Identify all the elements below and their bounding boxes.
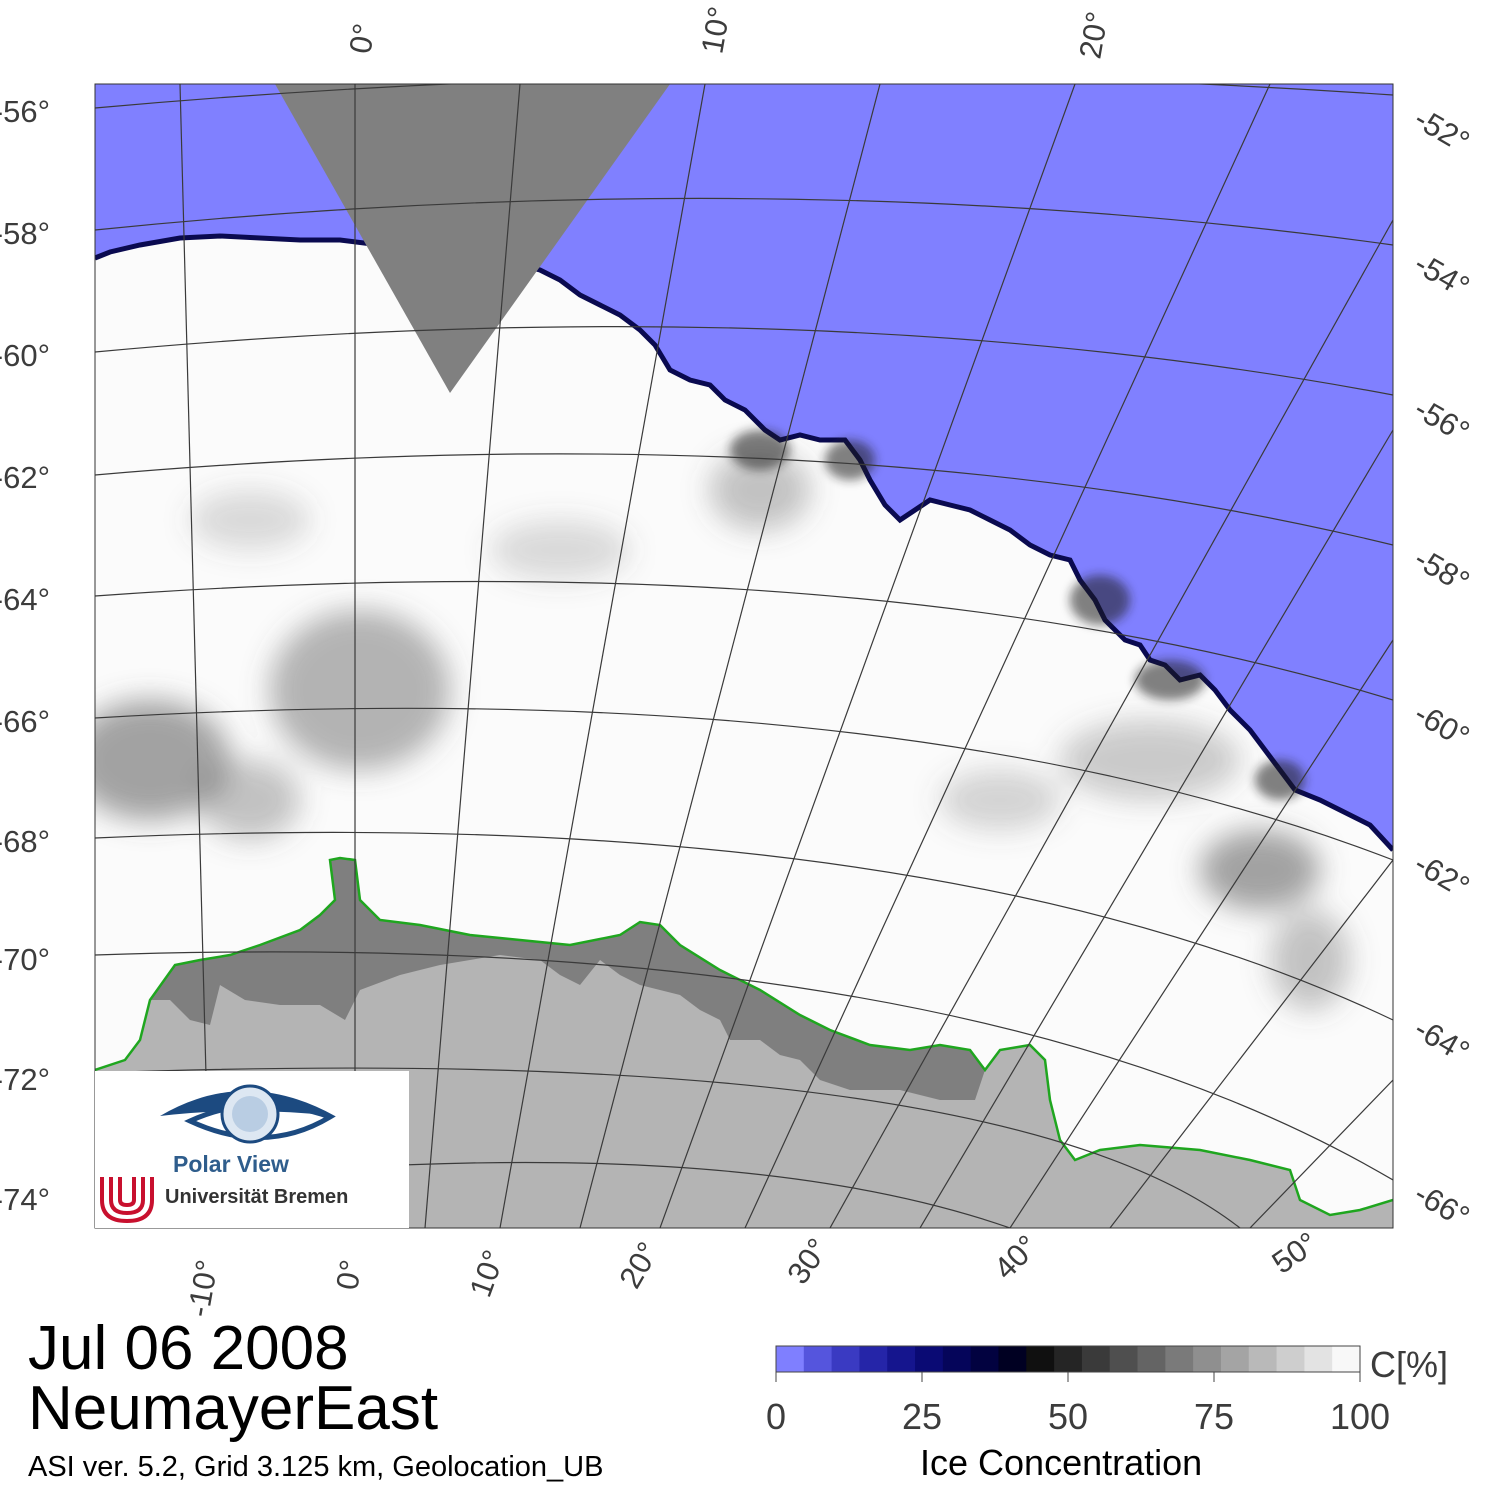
colorbar-tick-label: 100 [1329,1396,1391,1437]
right-lat-label: -52° [1409,101,1476,160]
map-date: Jul 06 2008 [28,1314,349,1383]
left-lat-label: -58° [0,216,50,251]
colorbar-swatch [1165,1346,1194,1372]
low-concentration-patches [95,450,1350,1010]
left-lat-label: -66° [0,704,50,739]
open-water [95,84,1393,850]
colorbar-swatch [776,1346,805,1372]
colorbar-ticks [775,1372,1361,1382]
bottom-lon-label: 50° [1266,1225,1324,1281]
left-lat-label: -68° [0,824,50,859]
colorbar-swatch [1109,1346,1139,1372]
bottom-lon-label: 0° [329,1257,369,1292]
colorbar-swatch [859,1346,888,1372]
graticule [95,84,1393,1228]
colorbar-unit: C[%] [1370,1344,1449,1385]
colorbar-title: Ice Concentration [920,1442,1203,1483]
left-lat-label: -62° [0,460,50,495]
processing-info: ASI ver. 5.2, Grid 3.125 km, Geolocation… [28,1451,604,1483]
right-latitude-labels: -52° -54° -56° -58° -60° -62° -64° -66° [1409,101,1476,1235]
left-lat-label: -60° [0,338,50,373]
colorbar-swatch [1137,1346,1166,1372]
university-emblem-icon [100,1177,154,1224]
top-longitude-labels: 0° 10° 20° [342,4,1115,61]
right-lat-label: -62° [1409,846,1476,905]
right-lat-label: -58° [1409,541,1476,600]
left-lat-label: -70° [0,942,50,977]
bottom-lon-label: 10° [463,1245,512,1301]
left-lat-label: -56° [0,94,50,129]
colorbar-tick-label: 75 [1193,1396,1235,1437]
colorbar-tick-label: 25 [901,1396,943,1437]
colorbar-swatch [942,1346,972,1372]
right-lat-label: -64° [1409,1011,1476,1070]
colorbar-tick-label: 0 [765,1396,787,1437]
left-lat-label: -64° [0,582,50,617]
eye-icon [160,1084,336,1144]
left-lat-label: -72° [0,1062,50,1097]
colorbar-swatch [1193,1346,1222,1372]
colorbar-swatch [1081,1346,1111,1372]
colorbar-swatch [1304,1346,1333,1372]
bottom-lon-label: -10° [180,1257,224,1319]
top-lon-label: 0° [342,21,382,56]
left-latitude-labels: -56° -58° -60° -62° -64° -66° -68° -70° … [0,94,50,1217]
colorbar-swatch [1054,1346,1083,1372]
colorbar-swatch [1220,1346,1250,1372]
right-lat-label: -54° [1409,246,1476,305]
top-lon-label: 20° [1072,9,1115,61]
colorbar-swatch [1026,1346,1055,1372]
logo-name: Polar View [173,1151,289,1177]
right-lat-label: -56° [1409,391,1476,450]
colorbar-swatch [998,1346,1027,1372]
no-data-wedge [275,84,670,393]
left-lat-label: -74° [0,1182,50,1217]
region-name: NeumayerEast [28,1374,439,1443]
coastline [95,856,1393,1217]
map-panel [95,84,1393,1228]
bottom-lon-label: 30° [780,1232,836,1290]
bottom-longitude-labels: -10° 0° 10° 20° 30° 40° 50° [180,1225,1324,1319]
logo-institution: Universität Bremen [165,1186,349,1208]
colorbar-swatch [887,1346,916,1372]
colorbar-tick-label: 50 [1047,1396,1089,1437]
map-frame [94,83,1394,1229]
polar-view-logo: Polar View Universität Bremen [95,1071,409,1228]
top-lon-label: 10° [694,4,737,56]
colorbar-swatch [970,1346,1000,1372]
colorbar-swatch [1276,1346,1305,1372]
colorbar-swatch [1248,1346,1278,1372]
colorbar [776,1346,1361,1372]
right-lat-label: -66° [1409,1176,1476,1235]
colorbar-swatch [915,1346,944,1372]
edge-low-ice [730,430,1305,800]
colorbar-swatch [1332,1346,1361,1372]
bottom-lon-label: 40° [987,1228,1045,1286]
colorbar-swatch [831,1346,861,1372]
colorbar-swatch [803,1346,833,1372]
ice-shelf [150,858,985,1100]
bottom-lon-label: 20° [612,1236,666,1294]
right-lat-label: -60° [1409,696,1476,755]
